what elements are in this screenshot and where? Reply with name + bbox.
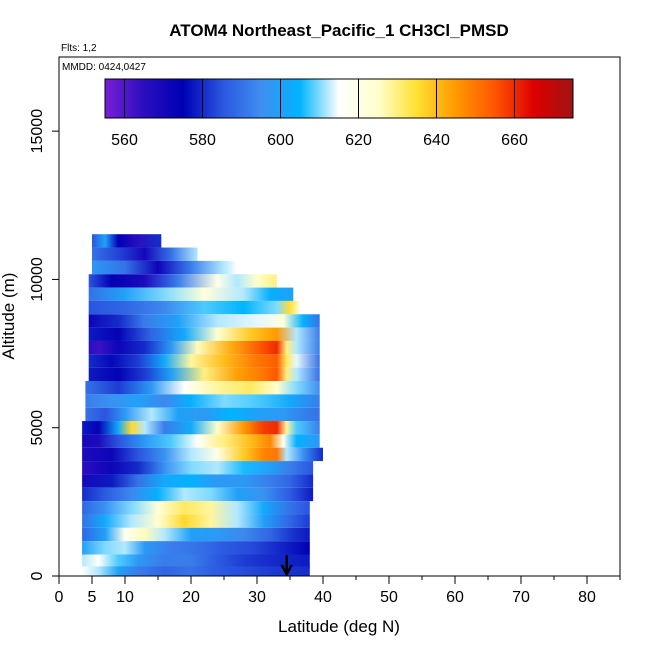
x-axis: 0 5 10 20 30 40 50 60 70 80 [55, 576, 621, 606]
heatmap-row [88, 274, 277, 288]
colorbar-tick-label: 560 [111, 132, 138, 149]
y-tick-label: 15000 [29, 109, 46, 154]
heatmap-row [82, 566, 310, 576]
x-tick-label: 50 [380, 589, 398, 606]
x-tick-label: 5 [88, 589, 97, 606]
colorbar-tick-label: 660 [501, 132, 528, 149]
heatmap-row [85, 407, 320, 422]
heatmap-row [82, 554, 310, 568]
heatmap-row [88, 287, 294, 301]
chart-title: ATOM4 Northeast_Pacific_1 CH3Cl_PMSD [169, 21, 508, 40]
x-axis-label: Latitude (deg N) [278, 617, 400, 636]
heatmap-row [85, 394, 320, 408]
heatmap-row [82, 447, 323, 462]
x-tick-label: 70 [512, 589, 530, 606]
colorbar-gradient [104, 78, 574, 119]
heatmap-row [82, 487, 314, 502]
flights-annotation: Flts: 1,2 [61, 43, 97, 54]
heatmap-row [82, 434, 320, 448]
heatmap-row [92, 247, 198, 261]
heatmap-row [88, 314, 320, 328]
y-tick-label: 10000 [29, 257, 46, 302]
heatmap-row [88, 354, 320, 368]
heatmap-row [82, 474, 314, 488]
y-axis-label: Altitude (m) [0, 273, 18, 360]
y-tick-label: 5000 [29, 410, 46, 446]
heatmap-row [92, 260, 238, 275]
heatmap-layer [82, 234, 323, 576]
heatmap-row [85, 381, 320, 395]
x-tick-label: 40 [314, 589, 332, 606]
heatmap-row [82, 514, 310, 528]
x-tick-label: 30 [248, 589, 266, 606]
heatmap-row [82, 541, 310, 555]
heatmap-row [82, 527, 310, 542]
y-tick-label: 0 [29, 571, 46, 580]
heatmap-row [82, 421, 320, 435]
date-annotation: MMDD: 0424,0427 [62, 62, 146, 73]
colorbar-tick-label: 580 [189, 132, 216, 149]
heatmap-row [82, 501, 310, 515]
heatmap-row [88, 340, 320, 355]
plot-frame [58, 56, 621, 577]
heatmap-row [88, 367, 320, 382]
colorbar-tick-label: 620 [345, 132, 372, 149]
heatmap-row [88, 327, 320, 341]
colorbar-tick-label: 600 [267, 132, 294, 149]
arrow-head [280, 564, 293, 577]
colorbar-tick-label: 640 [423, 132, 450, 149]
x-tick-label: 20 [182, 589, 200, 606]
y-axis: 0 5000 10000 15000 [29, 109, 59, 580]
x-tick-label: 0 [55, 589, 64, 606]
heatmap-row [88, 300, 300, 315]
arrow-marker [280, 555, 293, 577]
heatmap-row [92, 234, 162, 248]
x-tick-label: 10 [116, 589, 134, 606]
x-tick-label: 60 [446, 589, 464, 606]
x-tick-label: 80 [578, 589, 596, 606]
colorbar: 560 580 600 620 640 660 [104, 78, 574, 149]
heatmap-row [82, 461, 314, 475]
